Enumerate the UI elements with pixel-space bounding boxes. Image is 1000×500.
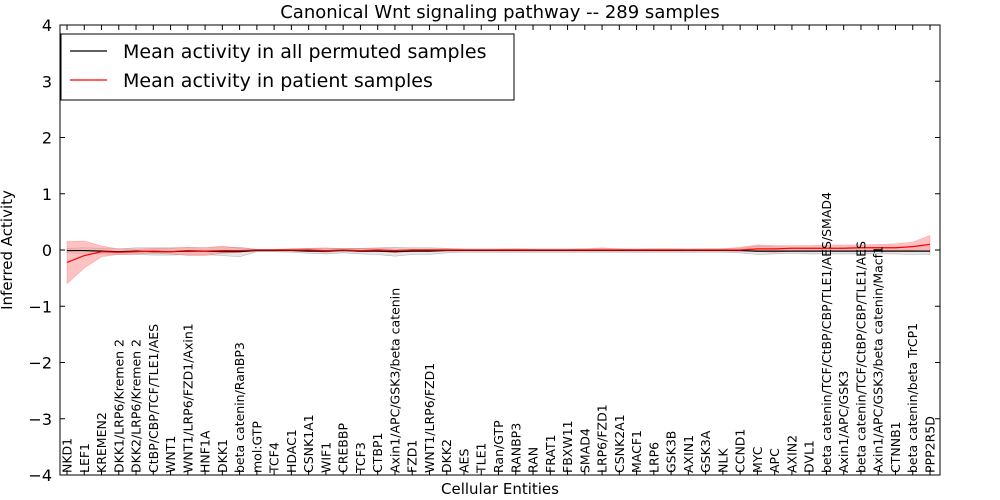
x-tick-label: CTNNB1 <box>888 421 903 473</box>
x-tick-label: AES <box>456 449 471 473</box>
x-tick-label: beta catenin/beta TrCP1 <box>905 323 920 473</box>
x-tick-label: GSK3A <box>698 430 713 473</box>
plot-area <box>66 234 931 285</box>
y-tick-labels: 4 3 2 1 0 −1 −2 −3 −4 <box>28 16 52 485</box>
x-tick-label: NLK <box>715 448 730 473</box>
legend-label-permuted: Mean activity in all permuted samples <box>123 41 486 63</box>
x-tick-label: CtBP/CBP/TCF/TLE1/AES <box>146 324 161 473</box>
x-tick-label: Ran/GTP <box>491 420 506 473</box>
x-tick-label: CTBP1 <box>370 433 385 473</box>
x-tick-label: DKK1/LRP6/Kremen 2 <box>111 339 126 473</box>
x-tick-label: DKK2/LRP6/Kremen 2 <box>129 339 144 473</box>
y-tick-label: −4 <box>28 466 52 485</box>
x-tick-label: LRP6/FZD1 <box>595 404 610 473</box>
legend-label-patient: Mean activity in patient samples <box>123 70 433 92</box>
x-axis-label: Cellular Entities <box>441 480 559 498</box>
x-tick-label: beta catenin/TCF/CtBP/CBP/TLE1/AES/SMAD4 <box>819 192 834 473</box>
y-tick-label: −3 <box>28 410 52 429</box>
y-tick-label: 4 <box>42 16 52 35</box>
x-tick-label: WNT1/LRP6/FZD1 <box>422 363 437 473</box>
x-tick-label: HNF1A <box>198 430 213 473</box>
x-tick-label: DKK1 <box>215 439 230 473</box>
x-tick-label: LEF1 <box>77 443 92 473</box>
x-tick-label: AXIN1 <box>681 435 696 473</box>
x-tick-label: SMAD4 <box>577 428 592 473</box>
x-tick-label: LRP6 <box>646 442 661 473</box>
x-tick-label: Axin1/APC/GSK3 <box>836 371 851 473</box>
x-tick-label: beta catenin/RanBP3 <box>232 342 247 473</box>
x-tick-label: TLE1 <box>474 443 489 474</box>
x-tick-label: MACF1 <box>629 430 644 473</box>
y-tick-label: 1 <box>42 185 52 204</box>
chart-title: Canonical Wnt signaling pathway -- 289 s… <box>280 2 720 23</box>
x-tick-label: MYC <box>750 446 765 473</box>
x-tick-label: WNT1 <box>163 436 178 473</box>
x-tick-label: Axin1/APC/GSK3/beta catenin <box>387 288 402 473</box>
x-tick-labels: NKD1 LEF1 KREMEN2 DKK1/LRP6/Kremen 2 DKK2/LR… <box>60 192 938 474</box>
x-tick-label: FRAT1 <box>543 434 558 473</box>
x-tick-label: NKD1 <box>60 438 75 473</box>
legend: Mean activity in all permuted samples Me… <box>60 33 515 101</box>
y-tick-label: 3 <box>42 72 52 91</box>
x-tick-label: beta catenin/TCF/CtBP/CBP/TLE1/AES <box>853 241 868 473</box>
x-tick-label: GSK3B <box>664 431 679 473</box>
x-tick-label: FZD1 <box>405 440 420 473</box>
y-tick-label: 2 <box>42 129 52 148</box>
x-tick-label: TCF3 <box>353 442 368 474</box>
x-tick-label: CSNK1A1 <box>301 414 316 473</box>
x-tick-label: CSNK2A1 <box>612 414 627 473</box>
axis-ticks <box>60 24 940 476</box>
y-axis-label: Inferred Activity <box>0 190 16 310</box>
x-tick-label: TCF4 <box>267 442 282 474</box>
series-band-1 <box>66 234 931 285</box>
x-tick-label: CCND1 <box>733 429 748 473</box>
legend-box <box>60 33 515 101</box>
x-tick-label: PPP2R5D <box>923 416 938 473</box>
x-tick-label: FBXW11 <box>560 420 575 473</box>
x-tick-label: AXIN2 <box>784 435 799 473</box>
x-tick-label: mol:GTP <box>249 421 264 473</box>
x-tick-label: APC <box>767 448 782 473</box>
y-tick-label: −1 <box>28 297 52 316</box>
x-tick-label: WIF1 <box>318 442 333 473</box>
x-tick-label: KREMEN2 <box>94 412 109 473</box>
x-tick-label: CREBBP <box>336 423 351 473</box>
y-tick-label: −2 <box>28 354 52 373</box>
x-tick-label: RANBP3 <box>508 423 523 473</box>
x-tick-label: RAN <box>526 447 541 473</box>
y-tick-label: 0 <box>42 241 52 260</box>
x-tick-label: WNT1/LRP6/FZD1/Axin1 <box>180 323 195 473</box>
x-tick-label: DVL1 <box>802 440 817 473</box>
series-line-1 <box>66 243 931 263</box>
x-tick-label: HDAC1 <box>284 429 299 473</box>
x-tick-label: DKK2 <box>439 439 454 473</box>
x-tick-label: Axin1/APC/GSK3/beta catenin/Macf1 <box>871 246 886 473</box>
